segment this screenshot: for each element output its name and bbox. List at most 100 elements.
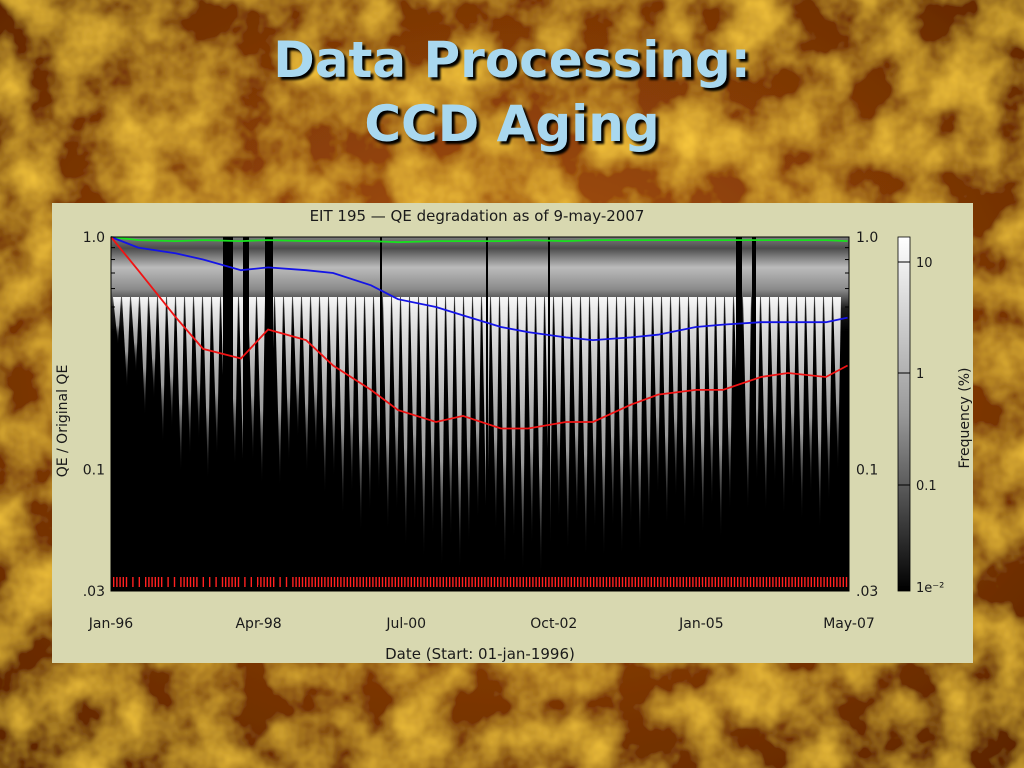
density-streak xyxy=(518,297,526,575)
data-gap-bar xyxy=(752,237,756,591)
event-mark xyxy=(685,577,688,587)
density-streak xyxy=(275,297,283,488)
event-mark xyxy=(586,577,588,587)
event-mark xyxy=(653,577,656,587)
density-streak xyxy=(626,297,634,527)
density-streak xyxy=(203,297,211,481)
density-streak xyxy=(671,297,679,500)
event-mark xyxy=(775,577,777,587)
event-mark xyxy=(397,577,400,587)
density-streak xyxy=(320,297,328,497)
event-mark xyxy=(708,577,710,587)
event-mark xyxy=(333,577,336,587)
density-streak xyxy=(644,297,652,527)
density-streak xyxy=(500,297,508,569)
data-gap-bar xyxy=(380,237,382,591)
event-mark xyxy=(423,577,425,587)
event-mark xyxy=(628,577,630,587)
event-mark xyxy=(839,577,841,587)
event-mark xyxy=(372,577,374,587)
event-mark xyxy=(823,577,825,587)
event-mark xyxy=(378,577,380,587)
slide-title-line-1: Data Processing: xyxy=(273,31,751,89)
data-gap-bar xyxy=(548,237,550,591)
event-mark xyxy=(836,577,838,587)
event-mark xyxy=(663,577,665,587)
event-mark xyxy=(567,577,569,587)
event-mark xyxy=(503,577,505,587)
event-mark xyxy=(410,577,412,587)
density-streak xyxy=(212,297,220,456)
event-mark xyxy=(394,577,396,587)
event-mark xyxy=(765,577,768,587)
event-mark xyxy=(429,577,432,587)
event-mark xyxy=(557,577,560,587)
density-streak xyxy=(581,297,589,559)
event-mark xyxy=(484,577,486,587)
event-mark xyxy=(538,577,540,587)
event-mark xyxy=(516,577,518,587)
y-tick-label-left: 1.0 xyxy=(83,230,105,246)
slide-title: Data Processing: CCD Aging xyxy=(0,28,1024,156)
event-mark xyxy=(173,577,176,587)
event-mark xyxy=(340,577,342,587)
event-mark xyxy=(161,577,163,587)
event-mark xyxy=(570,577,572,587)
event-mark xyxy=(490,577,492,587)
event-mark xyxy=(250,577,252,587)
event-mark xyxy=(807,577,809,587)
event-mark xyxy=(826,577,828,587)
plot-area xyxy=(111,237,849,591)
event-mark xyxy=(673,577,675,587)
event-mark xyxy=(449,577,451,587)
colorbar-tick-label: 1 xyxy=(916,367,924,382)
series-line-red xyxy=(110,236,849,430)
event-mark xyxy=(615,577,617,587)
density-streak xyxy=(716,297,724,542)
density-streak xyxy=(554,297,562,522)
event-mark xyxy=(573,577,576,587)
event-mark xyxy=(132,577,134,587)
density-streak xyxy=(284,297,292,463)
data-gap-bar xyxy=(736,237,742,591)
density-streak xyxy=(572,297,580,526)
series-line-green xyxy=(110,236,848,244)
density-streak xyxy=(365,297,373,514)
x-tick-label: Apr-98 xyxy=(235,616,281,632)
data-gap-bar xyxy=(223,237,233,591)
event-mark xyxy=(817,577,819,587)
event-mark xyxy=(532,577,534,587)
event-mark xyxy=(461,577,464,587)
density-streak xyxy=(824,297,832,504)
density-streak xyxy=(167,297,175,429)
chart-title: EIT 195 — QE degradation as of 9-may-200… xyxy=(310,207,645,225)
event-mark xyxy=(234,577,236,587)
density-streak xyxy=(194,297,202,441)
density-streak xyxy=(680,297,688,532)
event-mark xyxy=(442,577,444,587)
event-mark xyxy=(359,577,361,587)
event-mark xyxy=(561,577,563,587)
event-mark xyxy=(327,577,329,587)
event-mark xyxy=(509,577,512,587)
event-mark xyxy=(477,577,480,587)
event-mark xyxy=(769,577,771,587)
event-mark xyxy=(705,577,707,587)
event-mark xyxy=(721,577,723,587)
density-streak xyxy=(329,297,337,479)
event-mark xyxy=(365,577,368,587)
event-mark xyxy=(468,577,470,587)
event-mark xyxy=(717,577,720,587)
density-streak xyxy=(509,297,517,542)
event-mark xyxy=(474,577,476,587)
density-streak xyxy=(464,297,472,546)
event-mark xyxy=(417,577,419,587)
event-mark xyxy=(439,577,441,587)
event-mark xyxy=(759,577,761,587)
density-streak xyxy=(707,297,715,509)
density-streak xyxy=(293,297,301,439)
event-mark xyxy=(215,577,217,587)
event-mark xyxy=(820,577,822,587)
event-mark xyxy=(244,577,246,587)
data-gap-bar xyxy=(265,237,273,591)
